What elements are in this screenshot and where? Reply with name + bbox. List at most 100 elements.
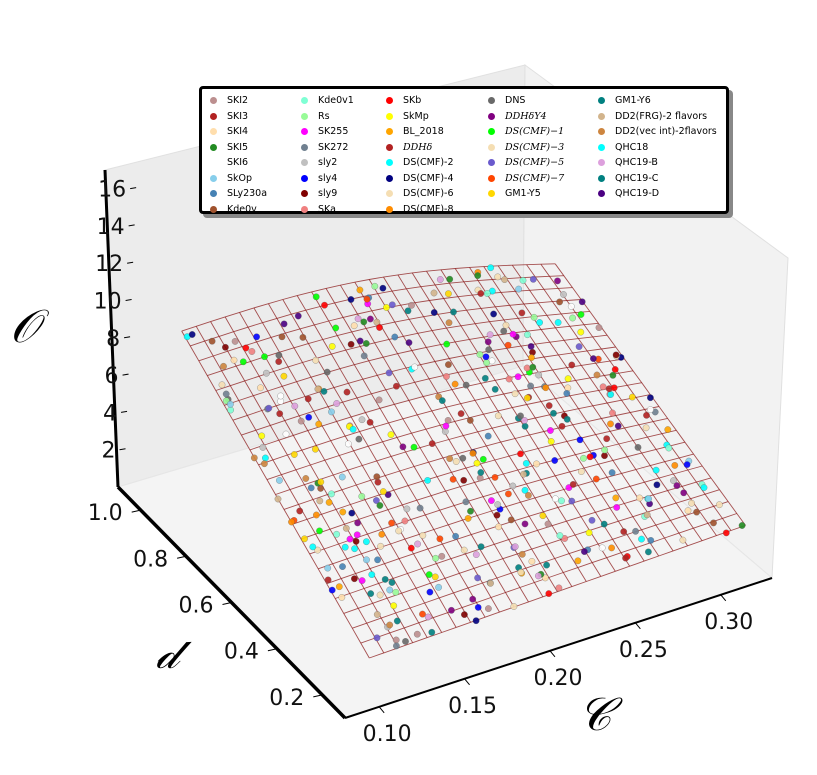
scatter-point [379,488,387,495]
scatter-point [535,572,542,580]
scatter-point [373,497,380,504]
legend-item: DD2(FRG)-2 flavors [598,109,717,125]
legend-label: DD2(FRG)-2 flavors [615,110,708,122]
z-tick-label: 2 [102,439,116,464]
scatter-point [632,527,639,535]
scatter-point [523,364,531,372]
scatter-point [320,388,328,395]
legend-marker [301,97,308,105]
scatter-point [600,520,608,528]
legend-label: SkOp [227,172,253,184]
legend-marker [598,112,605,120]
scatter-point [408,301,415,309]
scatter-point [568,361,576,369]
scatter-point [328,408,335,416]
scatter-point [568,497,576,505]
y-tick-label: 0.6 [179,594,214,619]
scatter-point [248,348,256,355]
scatter-point [479,455,487,463]
surface-line [354,281,544,598]
scatter-point [428,440,436,447]
scatter-point [552,495,559,503]
scatter-point [716,501,723,509]
scatter-point [558,422,566,430]
z-tick-mark [127,261,134,264]
scatter-point [609,371,617,379]
scatter-point [652,466,660,474]
scatter-point [580,454,587,462]
scatter-point [312,445,319,453]
axis-ticks: 0.10 0.15 0.20 0.25 0.30 0.2 0.4 0.6 0.8 1.0 2 4 6 8 1… [88,178,754,747]
legend-marker [210,128,217,136]
legend-item: sly2 [301,155,354,171]
scatter-point [388,301,396,309]
scatter-point [452,532,459,540]
legend-item: QHC19-B [598,155,717,171]
legend-item: DS(CMF)−7 [488,171,564,187]
scatter-point [609,409,616,417]
scatter-point [353,531,361,539]
legend-label: SKb [403,95,422,107]
scatter-point [341,543,349,551]
legend-marker [488,190,495,198]
surface-line [440,269,631,567]
scatter-point [374,478,382,486]
x-tick-mark [464,678,470,686]
legend-label: BL_2018 [403,126,444,138]
legend-label: QHC19-C [615,172,659,184]
z-tick-label: 16 [98,178,126,203]
scatter-point [608,544,615,552]
scatter-point [393,617,401,625]
scatter-point [351,575,358,583]
scatter-point [680,489,688,497]
scatter-point [564,384,572,392]
legend-marker [386,112,393,120]
scatter-point [323,368,331,376]
y-tick-mark [267,648,278,652]
scatter-point [647,394,654,402]
scatter-point [263,369,270,377]
scatter-point [317,478,325,486]
scatter-point [643,511,651,519]
y-tick-label: 0.4 [224,640,259,665]
scatter-point [393,642,400,650]
scatter-point [462,381,470,389]
legend-label: SkMp [403,110,429,122]
legend-marker [488,174,495,182]
scatter-point [598,544,606,552]
surface-line [383,276,573,587]
scatter-point [586,453,594,461]
y-tick-label: 0.8 [133,547,168,572]
scatter-point [363,538,370,546]
scatter-point [588,516,596,524]
scatter-point [356,337,364,345]
scatter-point [545,402,553,409]
legend-label: DDHδ [403,141,433,153]
scatter-point [482,353,490,361]
scatter-point [460,546,468,554]
scatter-point [304,395,312,403]
scatter-point [312,293,320,301]
scatter-point [376,324,383,331]
scatter-point [509,330,517,338]
scatter-point [450,308,457,316]
scatter-point [227,406,234,414]
scatter-point [404,307,412,315]
scatter-point [381,576,389,583]
surface-line [511,264,703,541]
surface-line [195,326,385,654]
scatter-point [517,450,524,458]
scatter-point [474,272,482,279]
surface-line [368,279,558,592]
scatter-point [550,409,557,417]
x-axis-label: 𝒞 [578,687,623,741]
scatter-point [487,264,495,272]
legend-item: DDHδ [386,140,454,156]
legend-marker [598,174,605,182]
scatter-point [448,606,455,614]
scatter-point [611,366,619,373]
legend-item: SKI5 [210,140,267,156]
scatter-point [486,331,494,339]
legend-label: DS(CMF)-2 [403,157,454,169]
scatter-point [360,352,368,360]
